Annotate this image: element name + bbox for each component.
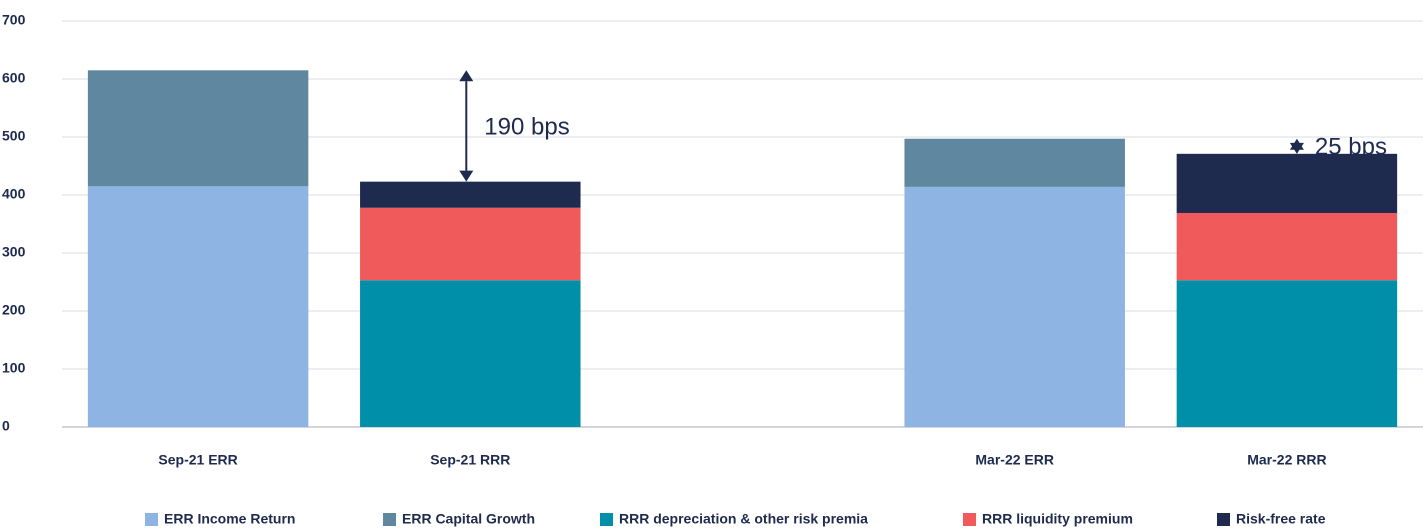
legend-swatch (145, 513, 158, 526)
y-tick-label: 400 (2, 186, 26, 202)
y-tick-label: 200 (2, 302, 26, 318)
y-tick-label: 700 (2, 12, 26, 28)
bar-segment (904, 186, 1125, 427)
legend-swatch (1217, 513, 1230, 526)
y-tick-label: 500 (2, 128, 26, 144)
y-tick-label: 300 (2, 244, 26, 260)
bar-segment (360, 207, 581, 281)
arrow-head (459, 70, 474, 82)
bar-segment (1176, 212, 1398, 281)
arrow-head (1289, 142, 1304, 154)
legend-swatch (600, 513, 613, 526)
legend-label: RRR depreciation & other risk premia (619, 511, 868, 527)
bar-segment (904, 138, 1125, 187)
legend-label: RRR liquidity premium (982, 511, 1133, 527)
x-tick-label: Sep-21 RRR (430, 452, 510, 468)
annotation: 25 bps (1315, 134, 1387, 161)
y-tick-label: 100 (2, 360, 26, 376)
x-tick-label: Sep-21 ERR (158, 452, 237, 468)
bar-segment (360, 280, 581, 427)
annotation: 190 bps (484, 113, 569, 140)
arrow-head (459, 170, 474, 182)
legend-label: ERR Income Return (164, 511, 295, 527)
legend-label: ERR Capital Growth (402, 511, 535, 527)
bar-segment (87, 70, 309, 187)
bar-segment (1176, 280, 1398, 427)
y-tick-label: 0 (2, 418, 10, 434)
x-tick-label: Mar-22 RRR (1247, 452, 1326, 468)
legend-swatch (383, 513, 396, 526)
bar-segment (360, 181, 581, 208)
legend-label: Risk-free rate (1236, 511, 1326, 527)
bar-segment (1176, 153, 1398, 213)
y-tick-label: 600 (2, 70, 26, 86)
legend-swatch (963, 513, 976, 526)
x-tick-label: Mar-22 ERR (975, 452, 1054, 468)
bar-segment (87, 186, 309, 427)
